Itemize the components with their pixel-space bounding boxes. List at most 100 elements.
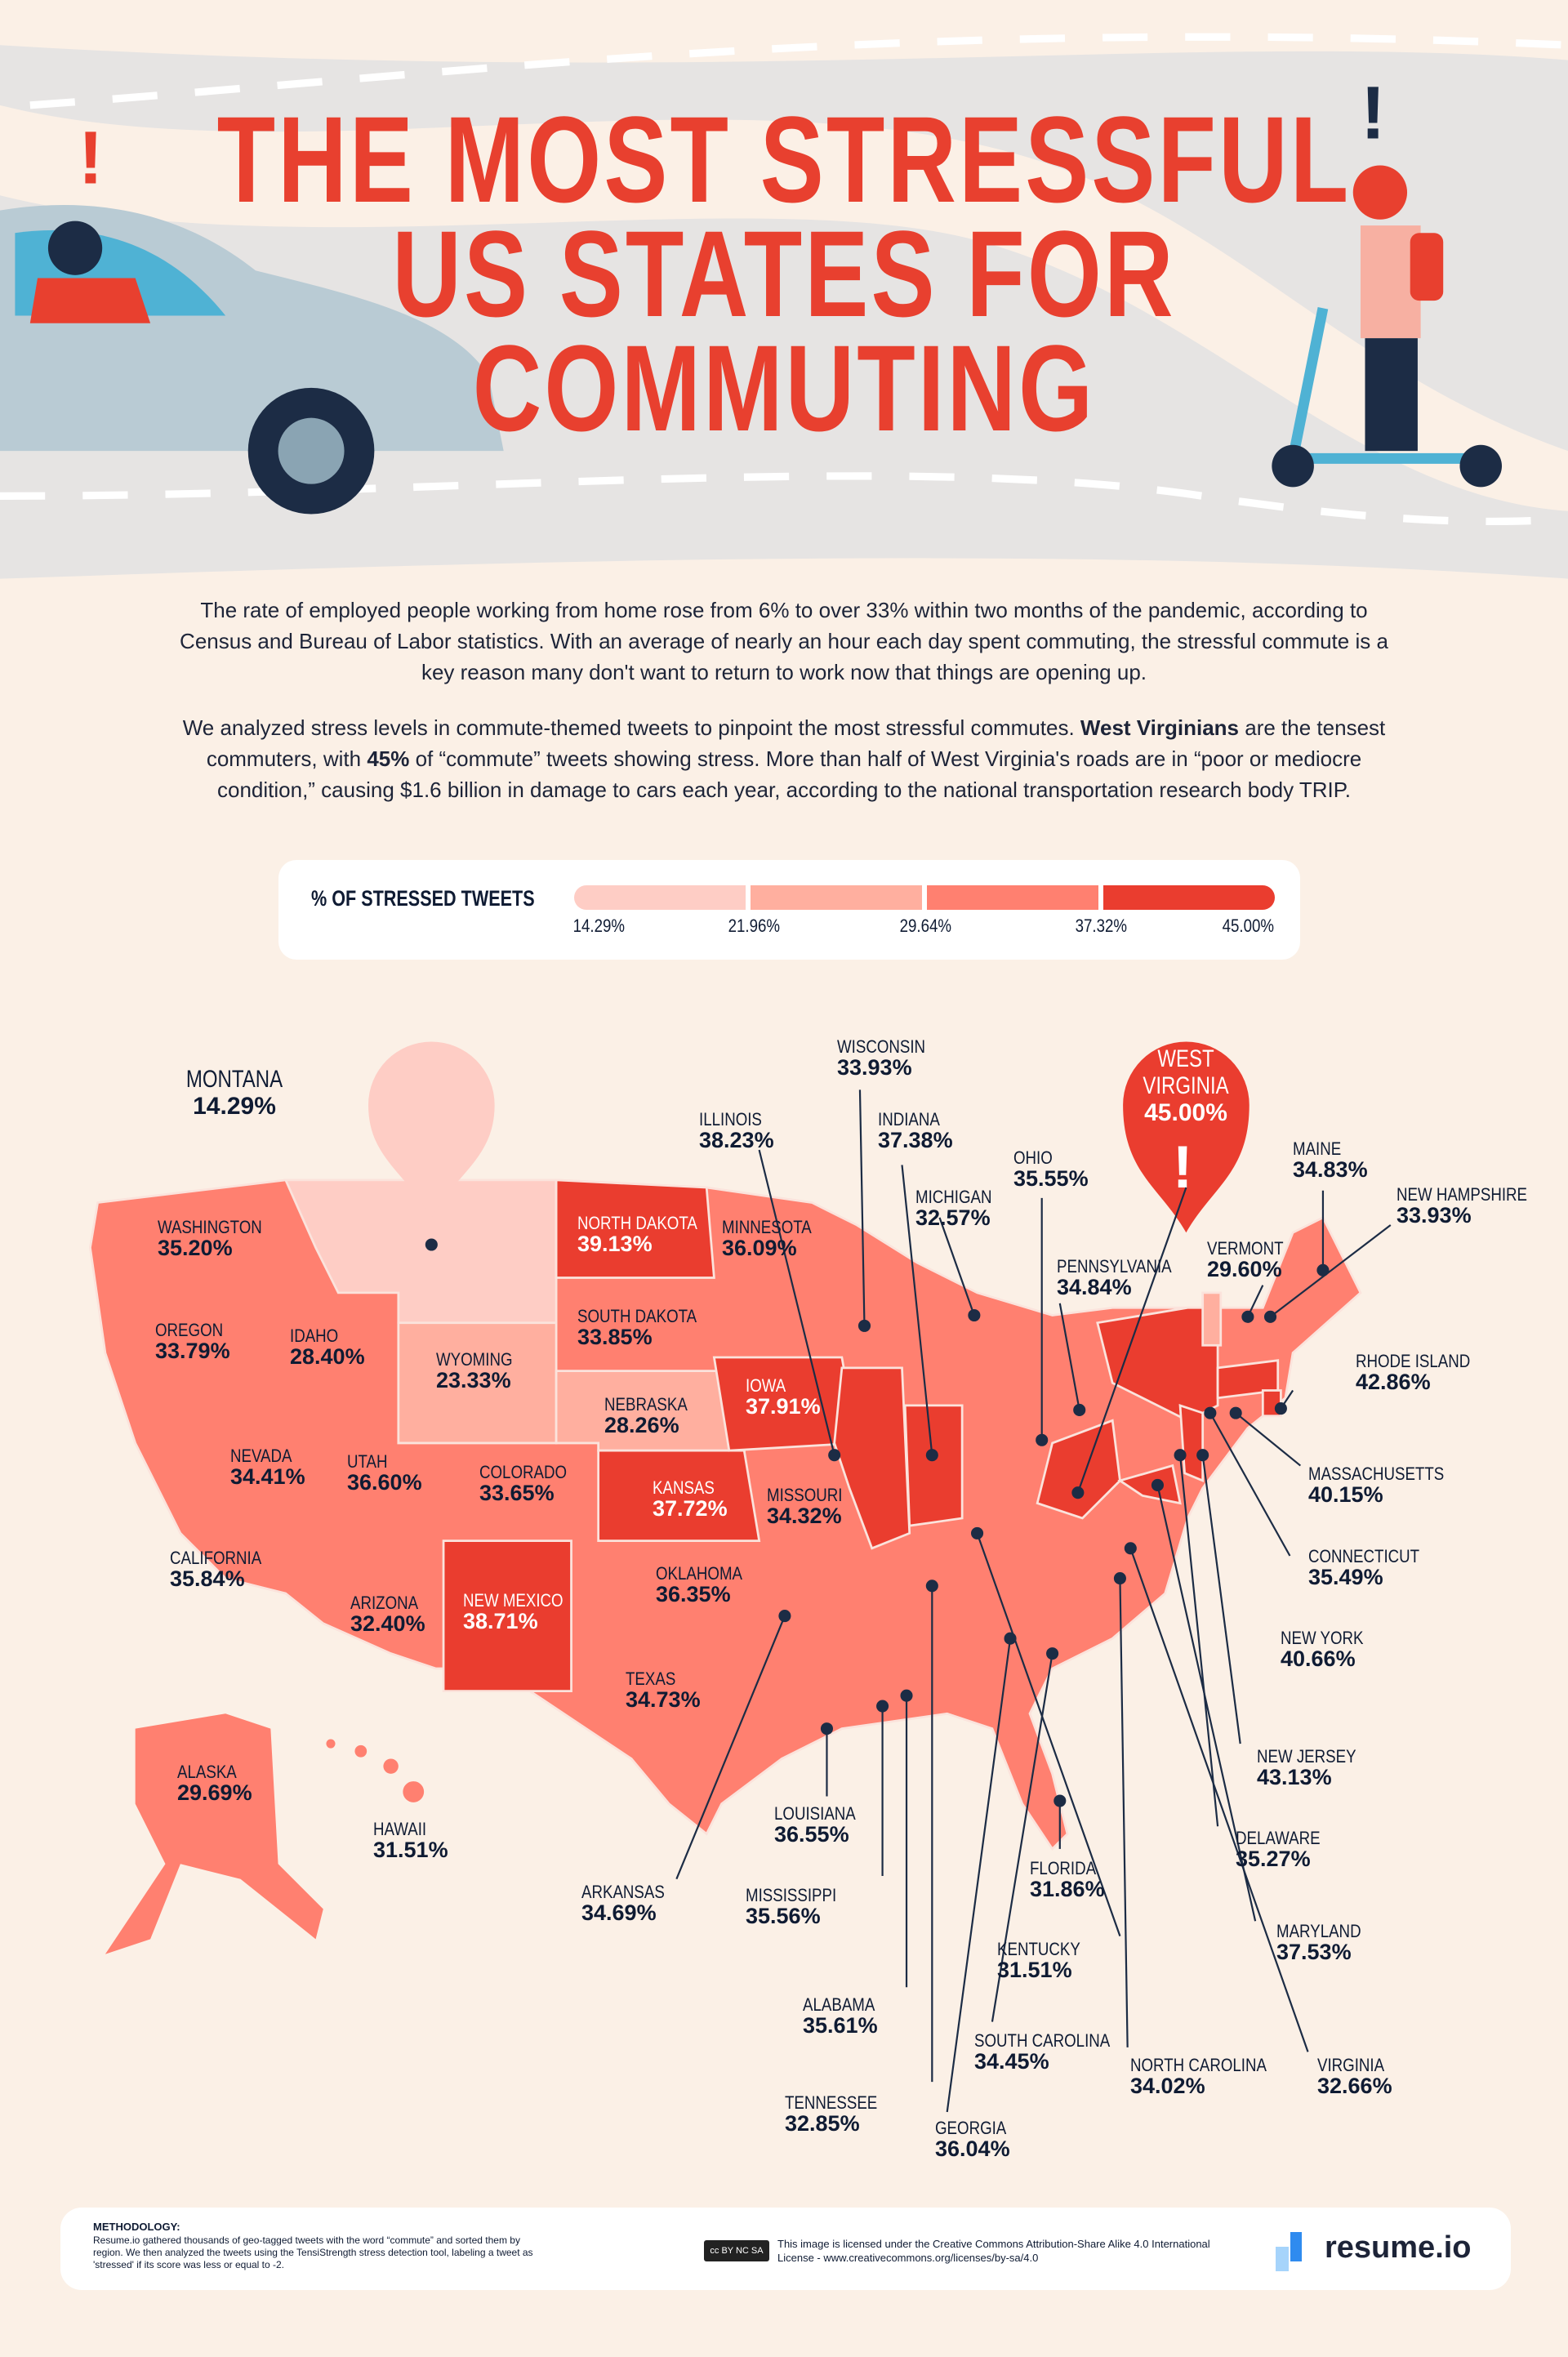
state-label: IOWA 37.91% [746,1376,821,1419]
state-marker-dot [1174,1449,1187,1462]
state-value: 42.86% [1356,1370,1431,1395]
scooter-rider-illustration: ! [1272,70,1503,488]
methodology-text: Resume.io gathered thousands of geo-tagg… [93,2234,533,2270]
state-name: INDIANA [878,1109,940,1129]
state-label: CONNECTICUT 35.49% [1308,1547,1439,1589]
state-label: NEW YORK 40.66% [1281,1629,1378,1671]
state-marker-dot [425,1238,438,1251]
state-name: NEBRASKA [604,1394,688,1415]
state-value: 34.02% [1130,2074,1205,2099]
state-illinois [833,1366,911,1550]
state-label: TENNESSEE 32.85% [785,2093,893,2136]
exclamation-icon: ! [1173,1133,1193,1201]
state-value: 32.66% [1317,2074,1392,2099]
state-value: 29.60% [1207,1257,1282,1282]
state-marker-dot [971,1526,984,1539]
pin-label: MONTANA 14.29% [153,1066,316,1120]
state-label: NEVADA 34.41% [230,1446,305,1490]
state-label: ALABAMA 35.61% [803,1995,888,2038]
state-value: 40.15% [1308,1482,1383,1508]
state-value: 36.55% [774,1822,849,1847]
state-new-jersey [1178,1403,1205,1483]
state-label: ALASKA 29.69% [177,1762,252,1805]
state-name: VIRGINIA [1317,2055,1385,2075]
state-value: 33.93% [837,1055,912,1080]
state-value: 33.65% [479,1481,555,1506]
state-name: MISSOURI [767,1485,843,1505]
state-name: WYOMING [436,1349,513,1370]
state-value: 36.35% [656,1582,731,1607]
state-name: UTAH [347,1451,388,1472]
leader-line [938,1217,975,1316]
state-name: SOUTH CAROLINA [974,2030,1111,2051]
state-name: DELAWARE [1236,1828,1321,1848]
state-marker-dot [1073,1403,1086,1416]
state-label: NORTH CAROLINA 34.02% [1130,2056,1290,2099]
state-marker-dot [1124,1542,1137,1555]
state-label: NEBRASKA 28.26% [604,1395,702,1437]
state-name: NEW HAMPSHIRE [1396,1184,1528,1205]
montana-pin [368,1041,495,1218]
state-label: MINNESOTA 36.09% [722,1218,827,1260]
state-value: 37.38% [878,1128,953,1153]
state-name: MASSACHUSETTS [1308,1464,1445,1484]
state-name: WISCONSIN [837,1036,926,1057]
state-new-mexico [442,1539,572,1693]
exclamation-icon: ! [78,116,104,200]
state-name: NEW MEXICO [463,1590,564,1611]
us-map: ! [89,1041,1392,2113]
state-label: ILLINOIS 38.23% [699,1110,774,1152]
state-name: ARIZONA [350,1593,419,1613]
creative-commons-badge[interactable]: cc BY NC SA [704,2240,769,2261]
state-marker-dot [1196,1449,1209,1462]
road-illustration [0,0,1568,595]
state-marker-dot [876,1700,889,1713]
state-value: 37.91% [746,1394,821,1419]
legend-swatch [1103,885,1275,910]
state-name: ALASKA [177,1762,237,1782]
leader-line [976,1533,1121,1937]
legend-tick: 29.64% [899,916,952,936]
legend-title: % OF STRESSED TWEETS [311,886,535,911]
state-name: NORTH DAKOTA [577,1213,697,1233]
state-value: 38.71% [463,1609,538,1634]
state-marker-dot [1229,1406,1242,1419]
state-name: IDAHO [290,1326,339,1346]
state-label: NEW JERSEY 43.13% [1257,1747,1374,1789]
state-name: TEXAS [626,1669,676,1689]
legend: % OF STRESSED TWEETS 14.29% 21.96% 29.64… [278,860,1300,960]
state-value: 34.41% [230,1464,305,1490]
state-value: 34.73% [626,1687,701,1713]
leader-line [1119,1578,1129,2047]
state-name: FLORIDA [1030,1858,1097,1878]
state-label: PENNSYLVANIA 34.84% [1057,1257,1192,1299]
state-label: MARYLAND 37.53% [1276,1922,1376,1965]
state-value: 36.60% [347,1470,422,1495]
logo-text: resume.io [1325,2230,1472,2265]
state-label: OKLAHOMA 36.35% [656,1564,758,1606]
state-marker-dot [820,1722,834,1735]
legend-tick: 45.00% [1222,916,1275,936]
state-name: VERMONT [1207,1238,1284,1259]
state-value: 37.72% [653,1496,728,1522]
state-label: VERMONT 29.60% [1207,1239,1297,1281]
state-value: 35.20% [158,1236,233,1261]
state-marker-dot [1204,1406,1217,1419]
state-name: MISSISSIPPI [746,1885,837,1905]
state-label: KENTUCKY 31.51% [997,1940,1095,1982]
state-value: 37.53% [1276,1940,1352,1965]
state-name: WEST VIRGINIA [1143,1045,1229,1099]
state-marker-dot [1241,1310,1254,1323]
state-label: RHODE ISLAND 42.86% [1356,1352,1490,1395]
state-label: MASSACHUSETTS 40.15% [1308,1464,1468,1508]
leader-line [946,1638,1012,2113]
intro-paragraph-2: We analyzed stress levels in commute-the… [163,712,1405,805]
legend-tick: 14.29% [572,916,626,936]
state-value: 34.32% [767,1504,842,1529]
state-hawaii [326,1739,425,1802]
state-label: IDAHO 28.40% [290,1326,365,1369]
state-value: 35.84% [170,1566,245,1592]
state-label: MISSISSIPPI 35.56% [746,1885,853,1928]
license-text: This image is licensed under the Creativ… [777,2238,1210,2264]
legend-swatch [927,885,1098,910]
